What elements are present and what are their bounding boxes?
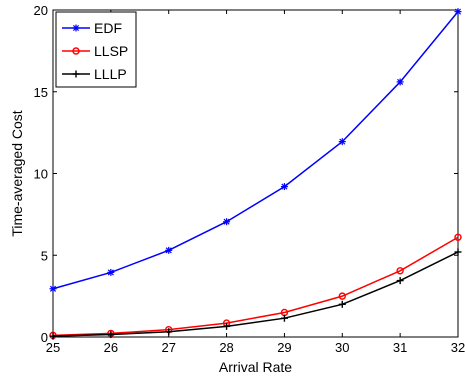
- y-axis-title: Time-averaged Cost: [9, 110, 25, 236]
- data-point: [280, 183, 288, 191]
- x-tick-label: 28: [219, 340, 233, 355]
- data-point: [338, 300, 346, 308]
- data-point: [223, 322, 231, 330]
- y-tick-label: 10: [34, 167, 48, 182]
- series-layer: [49, 8, 462, 340]
- x-tick-label: 26: [104, 340, 118, 355]
- data-point: [338, 138, 346, 146]
- data-point: [338, 292, 346, 300]
- x-tick-label: 31: [393, 340, 407, 355]
- series-line: [52, 251, 459, 337]
- legend-item-llsp: LLSP: [62, 43, 128, 59]
- legend-label: LLLP: [94, 66, 127, 82]
- legend: EDF LLSP LLLP: [55, 11, 137, 88]
- data-point: [280, 314, 288, 322]
- x-axis-title: Arrival Rate: [219, 359, 292, 375]
- x-tick-label: 32: [451, 340, 465, 355]
- data-point: [107, 331, 115, 339]
- legend-item-edf: EDF: [62, 20, 122, 36]
- data-point: [49, 285, 57, 293]
- x-tick-label: 25: [46, 340, 60, 355]
- series-edf: [49, 8, 462, 293]
- x-tick-label: 29: [277, 340, 291, 355]
- data-point: [396, 277, 404, 285]
- y-tick-label: 20: [34, 3, 48, 18]
- y-tick-label: 5: [41, 248, 48, 263]
- data-point: [72, 24, 80, 32]
- legend-label: LLSP: [94, 43, 128, 59]
- legend-entries: EDF LLSP LLLP: [62, 20, 128, 82]
- data-point: [454, 248, 462, 256]
- data-point: [72, 70, 80, 78]
- data-point: [165, 328, 173, 336]
- data-point: [165, 246, 173, 254]
- series-line: [52, 236, 459, 337]
- x-tick-labels: 25 26 27 28 29 30 31 32: [46, 340, 465, 355]
- series-lllp: [49, 248, 462, 340]
- data-point: [72, 47, 80, 55]
- data-point: [454, 233, 462, 241]
- y-tick-label: 15: [34, 85, 48, 100]
- y-tick-label: 0: [41, 330, 48, 345]
- data-point: [396, 267, 404, 275]
- data-point: [454, 8, 462, 16]
- legend-item-lllp: LLLP: [62, 66, 127, 82]
- data-point: [396, 78, 404, 86]
- legend-label: EDF: [94, 20, 122, 36]
- y-tick-labels: 0 5 10 15 20: [34, 3, 48, 345]
- series-line: [52, 11, 459, 290]
- data-point: [49, 332, 57, 340]
- x-tick-label: 27: [161, 340, 175, 355]
- x-tick-label: 30: [335, 340, 349, 355]
- data-point: [107, 268, 115, 276]
- data-point: [223, 218, 231, 226]
